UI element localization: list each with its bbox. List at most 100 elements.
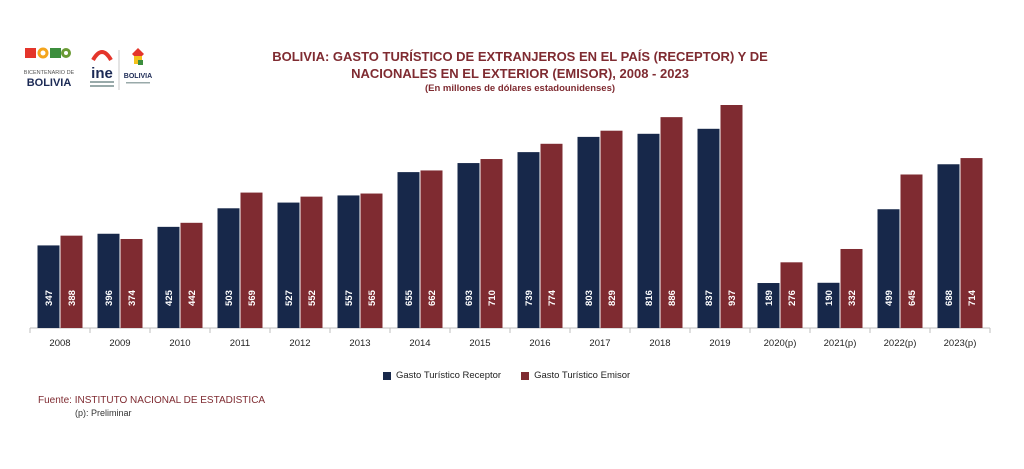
- bar-emisor: [600, 130, 623, 328]
- bicentenario-logo: BICENTENARIO DE BOLIVIA: [24, 47, 75, 89]
- data-label-receptor: 693: [464, 290, 475, 306]
- legend-swatch-emisor: [521, 371, 530, 380]
- x-tick-label: 2018: [649, 338, 670, 349]
- data-label-receptor: 189: [764, 290, 775, 306]
- legend-swatch-receptor: [383, 371, 391, 380]
- bar-receptor: [757, 283, 780, 328]
- bar-emisor: [360, 193, 383, 328]
- data-label-receptor: 837: [704, 290, 715, 306]
- bar-emisor: [60, 235, 83, 328]
- legend-item-receptor: Gasto Turístico Receptor: [383, 370, 501, 381]
- data-label-receptor: 190: [824, 290, 835, 306]
- bar-receptor: [517, 152, 540, 328]
- bar-emisor: [180, 222, 203, 328]
- bar-emisor: [480, 159, 503, 328]
- data-label-emisor: 886: [667, 290, 678, 306]
- x-tick-label: 2011: [230, 338, 250, 349]
- x-tick-label: 2014: [409, 338, 430, 349]
- bolivia-seal-text: BOLIVIA: [124, 73, 152, 80]
- data-label-emisor: 569: [247, 290, 258, 306]
- legend-item-emisor: Gasto Turístico Emisor: [521, 370, 630, 381]
- bolivia-seal-logo: BOLIVIA: [124, 48, 152, 84]
- data-label-receptor: 503: [224, 290, 235, 306]
- bar-receptor: [277, 202, 300, 328]
- bicentenario-big-text: BOLIVIA: [27, 77, 72, 89]
- data-label-emisor: 710: [487, 290, 498, 306]
- bar-emisor: [120, 238, 143, 328]
- data-label-emisor: 662: [427, 290, 438, 306]
- legend: Gasto Turístico Receptor Gasto Turístico…: [383, 370, 630, 381]
- x-tick-label: 2017: [589, 338, 610, 349]
- data-label-emisor: 829: [607, 290, 618, 306]
- bar-receptor: [937, 164, 960, 328]
- bar-receptor: [157, 226, 180, 328]
- bar-emisor: [720, 105, 743, 328]
- x-tick-label: 2012: [289, 338, 310, 349]
- data-label-receptor: 655: [404, 289, 415, 306]
- bar-emisor: [960, 158, 983, 328]
- chart-title: BOLIVIA: GASTO TURÍSTICO DE EXTRANJEROS …: [220, 48, 820, 82]
- chart-subtitle: (En millones de dólares estadounidenses): [424, 83, 616, 94]
- x-tick-label: 2022(p): [884, 338, 917, 349]
- data-label-receptor: 396: [104, 290, 115, 306]
- data-label-emisor: 774: [547, 289, 558, 306]
- logos: BICENTENARIO DE BOLIVIA ine BOLIVIA: [24, 47, 152, 90]
- data-label-receptor: 557: [344, 290, 355, 306]
- data-label-receptor: 499: [884, 290, 895, 306]
- data-label-receptor: 803: [584, 290, 595, 306]
- bar-receptor: [217, 208, 240, 328]
- legend-label-receptor: Gasto Turístico Receptor: [396, 370, 502, 381]
- bar-receptor: [817, 282, 840, 328]
- bar-emisor: [900, 174, 923, 328]
- data-label-emisor: 374: [127, 289, 138, 306]
- data-label-emisor: 937: [727, 290, 738, 306]
- x-tick-label: 2021(p): [824, 338, 857, 349]
- bar-receptor: [877, 209, 900, 328]
- x-tick-label: 2015: [469, 338, 490, 349]
- data-label-receptor: 688: [944, 290, 955, 306]
- data-label-receptor: 816: [644, 290, 655, 306]
- bar-receptor: [397, 172, 420, 328]
- bar-emisor: [840, 248, 863, 328]
- x-tick-label: 2023(p): [944, 338, 977, 349]
- data-label-emisor: 714: [967, 289, 978, 306]
- data-label-receptor: 425: [164, 289, 175, 306]
- bar-receptor: [457, 163, 480, 328]
- data-label-emisor: 442: [187, 290, 198, 306]
- data-label-emisor: 565: [367, 289, 378, 306]
- x-tick-label: 2019: [709, 338, 730, 349]
- data-label-emisor: 645: [907, 289, 918, 306]
- source-text: Fuente: INSTITUTO NACIONAL DE ESTADISTIC…: [38, 395, 266, 406]
- x-tick-label: 2008: [49, 338, 70, 349]
- x-tick-label: 2020(p): [764, 338, 797, 349]
- ine-logo: ine: [90, 50, 114, 87]
- data-label-emisor: 552: [307, 290, 318, 306]
- x-tick-label: 2013: [349, 338, 370, 349]
- bar-receptor: [577, 136, 600, 328]
- bar-receptor: [97, 233, 120, 328]
- bar-emisor: [240, 192, 263, 328]
- bar-receptor: [337, 195, 360, 328]
- chart-title-line1: BOLIVIA: GASTO TURÍSTICO DE EXTRANJEROS …: [272, 49, 768, 64]
- bar-receptor: [37, 245, 60, 328]
- bar-emisor: [540, 143, 563, 328]
- bar-emisor: [300, 196, 323, 328]
- legend-label-emisor: Gasto Turístico Emisor: [534, 370, 631, 381]
- bar-emisor: [780, 262, 803, 328]
- bar-emisor: [420, 170, 443, 328]
- bicentenario-small-text: BICENTENARIO DE: [24, 70, 75, 76]
- data-label-emisor: 388: [67, 290, 78, 306]
- x-tick-label: 2009: [109, 338, 130, 349]
- preliminary-note: (p): Preliminar: [75, 408, 132, 418]
- bar-receptor: [637, 133, 660, 328]
- bar-emisor: [660, 117, 683, 329]
- x-tick-label: 2010: [169, 338, 190, 349]
- x-tick-label: 2016: [529, 338, 550, 349]
- data-label-emisor: 276: [787, 290, 798, 306]
- data-label-receptor: 527: [284, 290, 295, 306]
- bar-receptor: [697, 128, 720, 328]
- ine-text: ine: [91, 65, 113, 82]
- chart-title-line2: NACIONALES EN EL EXTERIOR (EMISOR), 2008…: [351, 66, 689, 81]
- data-label-emisor: 332: [847, 290, 858, 306]
